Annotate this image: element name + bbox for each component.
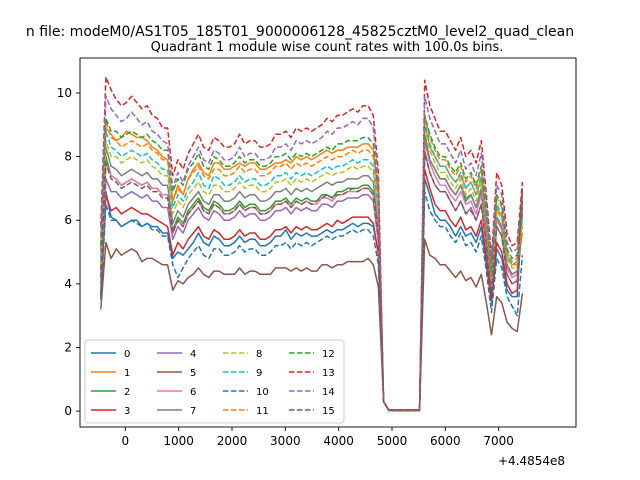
series-line-14 [100,95,524,411]
legend-label-13: 13 [322,368,335,379]
y-tick-label: 0 [64,404,72,418]
x-tick-label: 4000 [323,434,354,448]
x-tick-label: 6000 [430,434,461,448]
legend-label-0: 0 [124,349,130,360]
x-tick-label: 5000 [377,434,408,448]
legend-label-7: 7 [190,406,196,417]
x-tick-label: 1000 [163,434,194,448]
figure-suptitle: n file: modeM0/AS1T05_185T01_9000006128_… [26,24,574,40]
series-line-3 [100,168,524,412]
series-line-15 [100,152,524,411]
legend-box [84,339,345,424]
series-line-0 [100,178,524,412]
x-tick-label: 0 [122,434,130,448]
series-line-9 [100,120,524,411]
series-line-8 [100,127,524,411]
legend-label-2: 2 [124,387,130,398]
legend-label-3: 3 [124,406,130,417]
x-tick-label: 2000 [217,434,248,448]
legend-label-9: 9 [256,368,262,379]
legend-label-14: 14 [322,387,335,398]
series-line-12 [100,114,524,411]
plot-frame [79,57,577,428]
legend-label-1: 1 [124,368,130,379]
series-line-7 [100,136,524,411]
x-tick-label: 7000 [483,434,514,448]
legend-label-12: 12 [322,349,335,360]
series-line-10 [100,190,524,412]
x-offset-label: +4.4854e8 [498,454,565,468]
y-tick-label: 2 [64,340,72,354]
y-axis: 0 2 4 6 8 10 [57,86,80,418]
legend-label-15: 15 [322,406,335,417]
chart-title: Quadrant 1 module wise count rates with … [151,40,504,55]
legend-label-6: 6 [190,387,196,398]
x-axis: 0 1000 2000 3000 4000 5000 6000 7000 [122,427,514,448]
series-line-11 [100,114,524,411]
series-line-13 [100,76,524,411]
legend-label-10: 10 [256,387,269,398]
series-line-5 [100,238,524,412]
x-tick-label: 3000 [270,434,301,448]
y-tick-label: 10 [57,86,72,100]
series-layer [100,76,524,412]
y-tick-label: 4 [64,277,72,291]
legend-label-11: 11 [256,406,269,417]
legend-label-5: 5 [190,368,196,379]
y-tick-label: 6 [64,213,72,227]
legend-label-8: 8 [256,349,262,360]
legend-label-4: 4 [190,349,196,360]
y-tick-label: 8 [64,150,72,164]
